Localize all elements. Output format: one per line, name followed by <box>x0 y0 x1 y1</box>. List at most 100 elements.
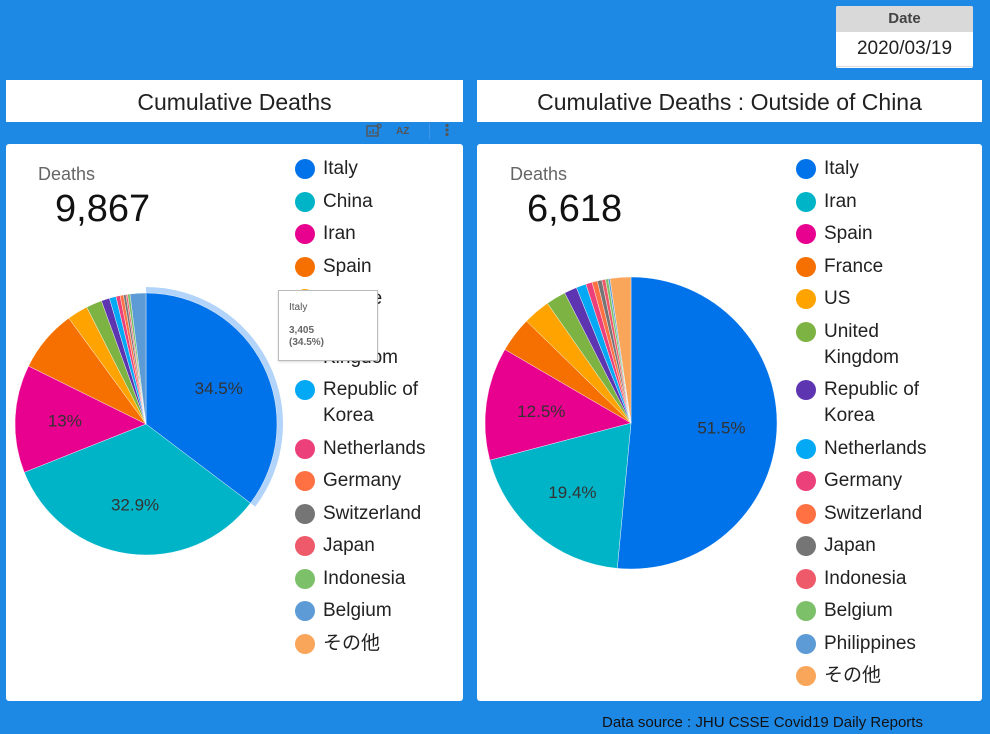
divider <box>429 123 431 139</box>
legend-label: Indonesia <box>323 567 406 589</box>
legend-item[interactable]: Republic of Korea <box>295 377 443 429</box>
legend-label: Netherlands <box>323 437 426 459</box>
kpi-label-right: Deaths <box>510 164 568 184</box>
legend-item[interactable]: Belgium <box>796 598 944 624</box>
legend-label: Japan <box>824 535 876 556</box>
date-filter-label: Date <box>836 6 973 32</box>
slice-label: 12.5% <box>517 402 565 421</box>
legend-item[interactable]: Netherlands <box>295 436 443 462</box>
legend-item[interactable]: Belgium <box>295 598 443 624</box>
legend-item[interactable]: その他 <box>796 663 944 689</box>
legend-label: Republic of Korea <box>824 379 920 426</box>
legend-label: China <box>323 190 373 212</box>
tooltip-name: Italy <box>289 302 308 313</box>
chart-toolbar: AZ <box>366 121 450 141</box>
pie-slice-italy[interactable] <box>617 276 778 570</box>
kpi-value-left: 9,867 <box>55 188 151 230</box>
legend-label: US <box>824 288 851 309</box>
legend-color-dot-icon <box>796 380 816 400</box>
legend-color-dot-icon <box>295 191 315 212</box>
legend-label: Indonesia <box>824 567 907 589</box>
legend-item[interactable]: Japan <box>796 533 944 559</box>
legend-color-dot-icon <box>295 256 315 277</box>
pie-slice-iran[interactable] <box>489 422 632 569</box>
legend-item[interactable]: Japan <box>295 533 443 559</box>
legend-label: その他 <box>323 632 381 654</box>
pie-chart-left[interactable]: 34.5% 32.9% 13% <box>1 278 291 568</box>
pie-slice-spain[interactable] <box>484 349 632 461</box>
kpi-value-right: 6,618 <box>527 188 623 230</box>
legend-label: Republic of Korea <box>323 379 419 426</box>
legend-label: Japan <box>323 535 375 556</box>
legend-label: Philippines <box>824 632 916 654</box>
legend-item[interactable]: Spain <box>295 254 443 280</box>
date-filter-value[interactable]: 2020/03/19 <box>836 32 973 67</box>
legend-label: France <box>824 255 884 277</box>
legend-item[interactable]: France <box>796 254 944 280</box>
legend-item[interactable]: Iran <box>796 189 944 215</box>
legend-item[interactable]: Italy <box>796 156 944 182</box>
legend-color-dot-icon <box>796 256 816 277</box>
legend-label: Belgium <box>323 600 392 621</box>
legend-label: Italy <box>323 158 358 179</box>
legend-item[interactable]: Germany <box>295 468 443 494</box>
legend-color-dot-icon <box>796 633 816 654</box>
chart-title-right: Cumulative Deaths : Outside of China <box>477 80 982 122</box>
legend-left: ItalyChinaIranSpainFranceUnitedKingdomRe… <box>295 156 443 663</box>
legend-item[interactable]: Indonesia <box>295 566 443 592</box>
legend-color-dot-icon <box>796 321 816 342</box>
legend-color-dot-icon <box>796 666 816 686</box>
pie-slice-china[interactable] <box>23 423 251 556</box>
legend-item[interactable]: Switzerland <box>796 501 944 527</box>
pie-slice-その他[interactable] <box>609 276 632 424</box>
legend-color-dot-icon <box>796 289 816 309</box>
legend-color-dot-icon <box>295 503 315 524</box>
pie-slice-その他[interactable] <box>129 292 147 425</box>
legend-color-dot-icon <box>796 503 816 524</box>
legend-item[interactable]: Netherlands <box>796 436 944 462</box>
legend-color-dot-icon <box>295 633 315 654</box>
data-source-note: Data source : JHU CSSE Covid19 Daily Rep… <box>602 714 923 731</box>
pie-slice-italy[interactable] <box>145 292 278 504</box>
legend-color-dot-icon <box>796 438 816 459</box>
legend-label: Iran <box>824 190 857 212</box>
legend-color-dot-icon <box>295 568 315 589</box>
legend-label: Belgium <box>824 600 893 621</box>
sort-az-icon[interactable]: AZ <box>396 125 410 137</box>
legend-color-dot-icon <box>796 191 816 212</box>
slice-label: 19.4% <box>548 483 596 502</box>
slice-label: 51.5% <box>697 418 745 437</box>
date-filter[interactable]: Date 2020/03/19 <box>836 6 973 68</box>
legend-color-dot-icon <box>295 380 315 400</box>
pie-tooltip: Italy 3,405 (34.5%) <box>278 290 378 361</box>
legend-color-dot-icon <box>295 471 315 491</box>
kpi-label-left: Deaths <box>38 164 96 184</box>
legend-color-dot-icon <box>295 224 315 244</box>
legend-color-dot-icon <box>796 159 816 179</box>
legend-color-dot-icon <box>295 438 315 459</box>
legend-item[interactable]: Indonesia <box>796 566 944 592</box>
more-vert-icon[interactable] <box>444 123 450 140</box>
legend-item[interactable]: Republic of Korea <box>796 377 944 429</box>
legend-color-dot-icon <box>796 601 816 621</box>
legend-color-dot-icon <box>295 159 315 179</box>
legend-item[interactable]: Iran <box>295 221 443 247</box>
pie-slice-iran[interactable] <box>14 365 147 473</box>
legend-item[interactable]: Italy <box>295 156 443 182</box>
legend-item[interactable]: Spain <box>796 221 944 247</box>
chart-explore-icon[interactable] <box>366 122 382 140</box>
legend-label: Spain <box>323 255 372 277</box>
pie-chart-right[interactable]: 51.5% 19.4% 12.5% <box>476 268 786 578</box>
legend-label: Italy <box>824 158 859 179</box>
legend-item[interactable]: その他 <box>295 631 443 657</box>
slice-label: 13% <box>48 412 82 431</box>
legend-item[interactable]: Switzerland <box>295 501 443 527</box>
legend-item[interactable]: US <box>796 286 944 312</box>
legend-label: Germany <box>824 470 903 491</box>
legend-item[interactable]: China <box>295 189 443 215</box>
legend-color-dot-icon <box>796 568 816 589</box>
legend-item[interactable]: Philippines <box>796 631 944 657</box>
legend-item[interactable]: Germany <box>796 468 944 494</box>
